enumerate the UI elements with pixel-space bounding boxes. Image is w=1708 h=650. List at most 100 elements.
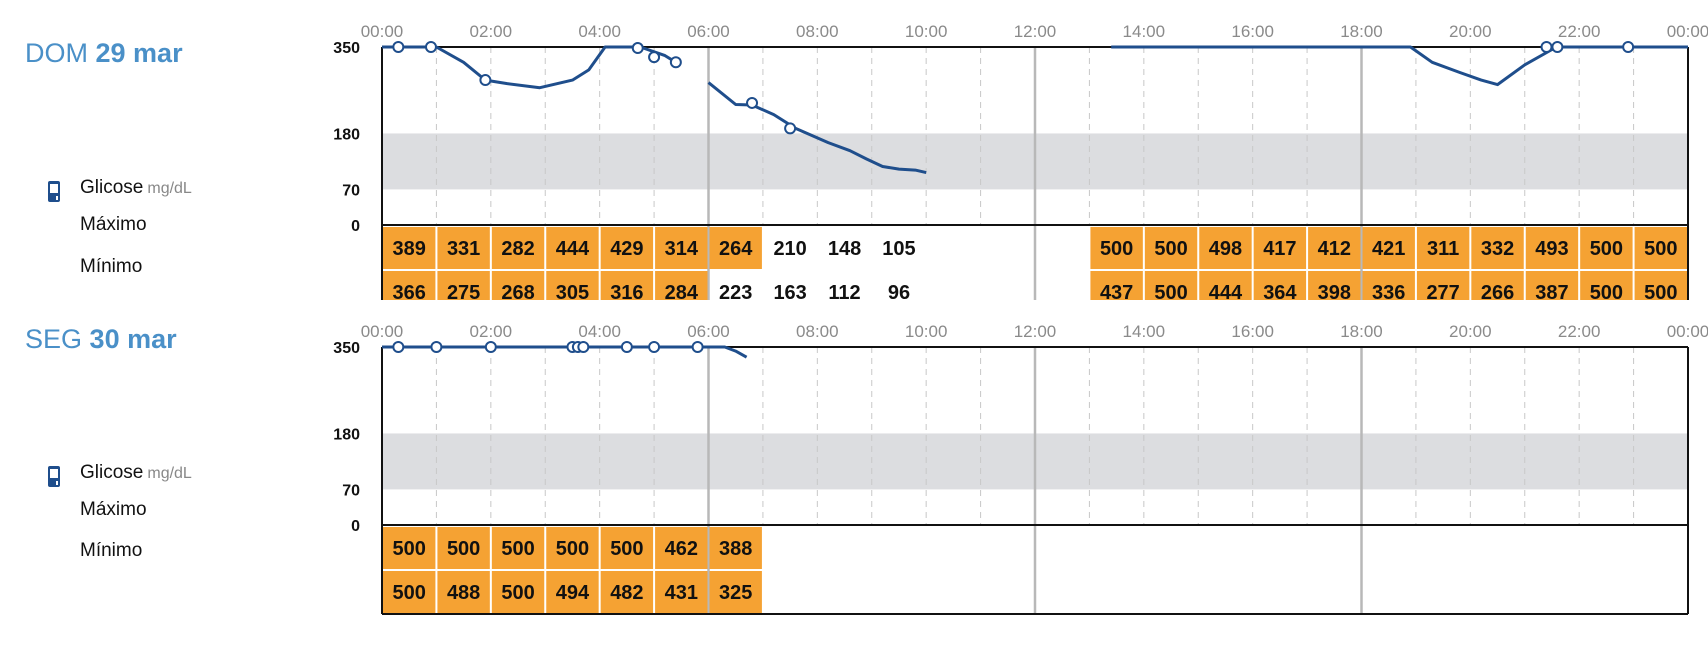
metric-name: Glicose bbox=[80, 177, 144, 198]
min-value-cell-bg bbox=[600, 271, 654, 300]
max-value-cell: 331 bbox=[447, 238, 480, 260]
max-value-cell-bg bbox=[437, 227, 490, 269]
max-value-cell-bg bbox=[655, 527, 708, 569]
min-value-cell-bg bbox=[1634, 271, 1687, 300]
min-value-cell-bg bbox=[491, 571, 545, 613]
max-value-cell: 462 bbox=[665, 538, 698, 560]
max-value-cell-bg bbox=[437, 527, 490, 569]
x-tick-label: 06:00 bbox=[687, 22, 730, 41]
x-tick-label: 18:00 bbox=[1340, 322, 1383, 341]
max-row-label: Máximo bbox=[80, 499, 147, 520]
max-value-cell-bg bbox=[1199, 227, 1252, 269]
max-value-cell: 500 bbox=[610, 538, 643, 560]
min-value-cell: 444 bbox=[1209, 282, 1243, 300]
min-value-cell: 364 bbox=[1263, 282, 1297, 300]
min-value-cell: 500 bbox=[1644, 282, 1677, 300]
glucose-reading-point bbox=[430, 341, 443, 353]
max-value-cell: 105 bbox=[882, 238, 915, 260]
glucose-reading-point bbox=[746, 96, 759, 109]
min-value-cell-bg bbox=[709, 571, 762, 613]
min-value-cell-bg bbox=[655, 571, 708, 613]
glucose-line bbox=[1111, 45, 1688, 87]
min-value-cell: 277 bbox=[1426, 282, 1459, 300]
min-value-cell-bg bbox=[383, 271, 436, 300]
glucose-meter-icon bbox=[47, 465, 61, 494]
y-tick-label: 350 bbox=[333, 340, 360, 357]
glucose-reading-point bbox=[484, 341, 497, 353]
min-value-cell-bg bbox=[383, 571, 436, 613]
glucose-reading-point bbox=[577, 341, 590, 353]
x-tick-label: 02:00 bbox=[470, 322, 513, 341]
min-value-cell: 398 bbox=[1318, 282, 1351, 300]
y-tick-label: 0 bbox=[351, 218, 360, 235]
glucose-reading-point bbox=[784, 122, 797, 135]
min-value-cell: 163 bbox=[773, 282, 806, 300]
max-value-cell-bg bbox=[546, 227, 599, 269]
max-value-cell: 282 bbox=[501, 238, 534, 260]
max-value-cell-bg bbox=[600, 527, 654, 569]
y-tick-label: 70 bbox=[342, 182, 360, 199]
min-value-cell-bg bbox=[1580, 271, 1633, 300]
glucose-reading-point bbox=[669, 56, 682, 69]
x-tick-label: 04:00 bbox=[578, 22, 621, 41]
min-value-cell-bg bbox=[1525, 271, 1579, 300]
y-tick-label: 0 bbox=[351, 518, 360, 535]
min-value-cell: 488 bbox=[447, 582, 480, 604]
min-value-cell-bg bbox=[655, 271, 708, 300]
min-value-cell: 268 bbox=[501, 282, 534, 300]
min-value-cell-bg bbox=[546, 271, 599, 300]
min-value-cell-bg bbox=[437, 271, 490, 300]
max-value-cell-bg bbox=[1634, 227, 1687, 269]
min-value-cell: 500 bbox=[1590, 282, 1623, 300]
x-tick-label: 04:00 bbox=[578, 322, 621, 341]
min-row-label: Mínimo bbox=[80, 256, 143, 277]
max-value-cell-bg bbox=[1362, 227, 1415, 269]
x-tick-label: 12:00 bbox=[1014, 322, 1057, 341]
min-value-cell-bg bbox=[491, 271, 545, 300]
max-value-cell-bg bbox=[1308, 227, 1361, 269]
x-tick-label: 00:00 bbox=[1667, 22, 1708, 41]
min-value-cell: 96 bbox=[888, 282, 910, 300]
glucose-reading-point bbox=[620, 341, 633, 353]
min-value-cell: 437 bbox=[1100, 282, 1133, 300]
min-value-cell-bg bbox=[1471, 271, 1524, 300]
x-tick-label: 20:00 bbox=[1449, 22, 1492, 41]
x-tick-label: 10:00 bbox=[905, 22, 948, 41]
max-value-cell-bg bbox=[383, 527, 436, 569]
max-value-cell-bg bbox=[546, 527, 599, 569]
min-value-cell: 336 bbox=[1372, 282, 1405, 300]
glucose-reading-point bbox=[392, 341, 405, 353]
max-value-cell: 389 bbox=[393, 238, 426, 260]
max-value-cell: 500 bbox=[1154, 238, 1187, 260]
max-value-cell-bg bbox=[709, 227, 762, 269]
glucose-chart-day1: 00:00 02:00 04:00 06:00 08:00 10:00 12:00 14:00… bbox=[333, 22, 1708, 300]
x-tick-label: 22:00 bbox=[1558, 22, 1601, 41]
glucose-reading-point bbox=[392, 41, 405, 53]
x-tick-label: 22:00 bbox=[1558, 322, 1601, 341]
glucose-reading-point bbox=[648, 341, 661, 353]
x-tick-label: 06:00 bbox=[687, 322, 730, 341]
x-tick-label: 18:00 bbox=[1340, 22, 1383, 41]
min-value-cell: 500 bbox=[1154, 282, 1187, 300]
min-value-cell-bg bbox=[1308, 271, 1361, 300]
y-tick-label: 180 bbox=[333, 126, 360, 143]
min-value-cell: 500 bbox=[393, 582, 426, 604]
glucose-line bbox=[382, 45, 644, 90]
day-of-week: SEG bbox=[25, 324, 83, 354]
metric-unit: mg/dL bbox=[147, 180, 192, 197]
min-value-cell: 431 bbox=[665, 582, 698, 604]
max-value-cell: 500 bbox=[393, 538, 426, 560]
glucose-line bbox=[382, 345, 748, 359]
max-value-cell: 498 bbox=[1209, 238, 1242, 260]
day-date: 29 mar bbox=[95, 38, 183, 68]
min-value-cell: 316 bbox=[610, 282, 643, 300]
max-value-cell: 421 bbox=[1372, 238, 1405, 260]
x-tick-label: 16:00 bbox=[1231, 322, 1274, 341]
max-value-cell-bg bbox=[1090, 227, 1143, 269]
min-value-cell: 112 bbox=[828, 282, 860, 300]
max-value-cell: 210 bbox=[773, 238, 806, 260]
min-row-label: Mínimo bbox=[80, 540, 143, 561]
min-value-cell-bg bbox=[546, 571, 599, 613]
glucose-chart-day2: 00:00 02:00 04:00 06:00 08:00 10:00 12:00 14:00… bbox=[333, 322, 1708, 615]
min-value-cell: 482 bbox=[610, 582, 643, 604]
